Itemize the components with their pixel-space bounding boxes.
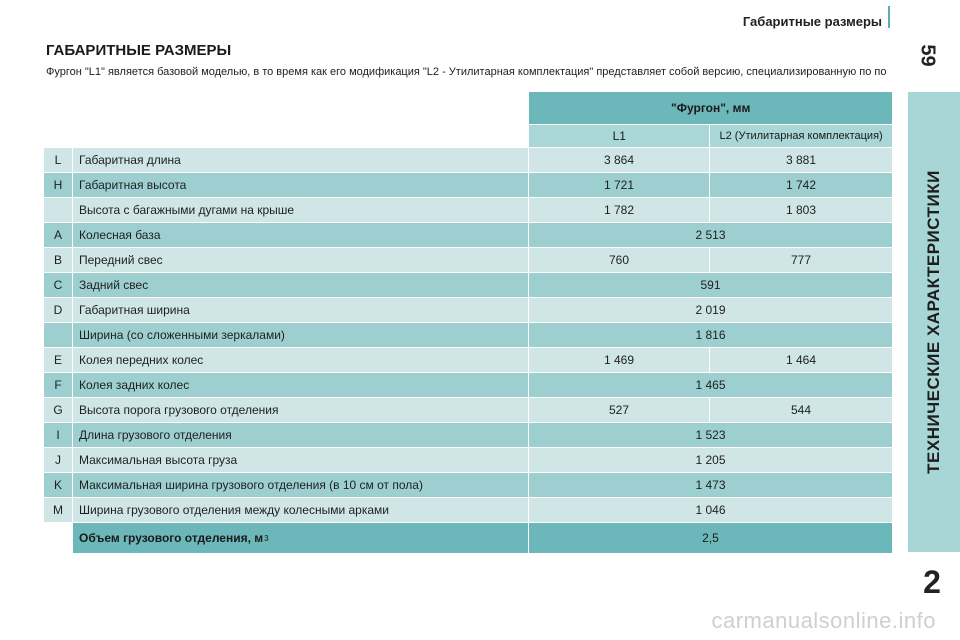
column-header-l1: L1 xyxy=(529,125,710,147)
total-blank xyxy=(44,523,72,553)
row-value-l2: 3 881 xyxy=(710,148,892,172)
row-letter: B xyxy=(44,248,72,272)
table-row: M Ширина грузового отделения между колесн… xyxy=(44,498,892,522)
side-tab-label-wrap: ТЕХНИЧЕСКИЕ ХАРАКТЕРИСТИКИ xyxy=(908,92,960,552)
row-description: Максимальная высота груза xyxy=(73,448,528,472)
table-row: B Передний свес 760 777 xyxy=(44,248,892,272)
row-letter: F xyxy=(44,373,72,397)
table-header: "Фургон", мм xyxy=(529,92,892,124)
row-description: Задний свес xyxy=(73,273,528,297)
row-value-l1: 1 782 xyxy=(529,198,709,222)
running-head-rule xyxy=(888,6,890,28)
row-value-l1: 3 864 xyxy=(529,148,709,172)
row-description: Колея передних колес xyxy=(73,348,528,372)
table-row: A Колесная база 2 513 xyxy=(44,223,892,247)
table-row: F Колея задних колес 1 465 xyxy=(44,373,892,397)
row-letter: A xyxy=(44,223,72,247)
row-description: Габаритная ширина xyxy=(73,298,528,322)
row-description: Максимальная ширина грузового отделения … xyxy=(73,473,528,497)
row-description: Ширина (со сложенными зеркалами) xyxy=(73,323,528,347)
row-value-both: 1 205 xyxy=(529,448,892,472)
row-letter: M xyxy=(44,498,72,522)
watermark: carmanualsonline.info xyxy=(711,608,936,633)
table-row: K Максимальная ширина грузового отделения… xyxy=(44,473,892,497)
row-description: Габаритная длина xyxy=(73,148,528,172)
running-head: Габаритные размеры xyxy=(742,14,882,29)
row-value-l2: 1 803 xyxy=(710,198,892,222)
row-value-both: 1 046 xyxy=(529,498,892,522)
table-row: Высота с багажными дугами на крыше 1 782 1… xyxy=(44,198,892,222)
row-description: Высота с багажными дугами на крыше xyxy=(73,198,528,222)
row-letter xyxy=(44,323,72,347)
row-description: Высота порога грузового отделения xyxy=(73,398,528,422)
row-value-both: 2 513 xyxy=(529,223,892,247)
table-row: H Габаритная высота 1 721 1 742 xyxy=(44,173,892,197)
row-description: Длина грузового отделения xyxy=(73,423,528,447)
row-value-l2: 777 xyxy=(710,248,892,272)
row-letter: G xyxy=(44,398,72,422)
row-letter: K xyxy=(44,473,72,497)
page-title: ГАБАРИТНЫЕ РАЗМЕРЫ xyxy=(46,42,232,59)
row-letter: I xyxy=(44,423,72,447)
table-row: L Габаритная длина 3 864 3 881 xyxy=(44,148,892,172)
page-subtitle: Фургон "L1" является базовой моделью, в … xyxy=(46,66,886,78)
table-subheader-row: L1 L2 (Утилитарная комплектация) xyxy=(44,125,892,147)
total-label-text: Объем грузового отделения, м xyxy=(79,531,264,545)
column-header-l2: L2 (Утилитарная комплектация) xyxy=(710,125,892,147)
row-description: Габаритная высота xyxy=(73,173,528,197)
row-description: Колесная база xyxy=(73,223,528,247)
dimensions-table: "Фургон", мм L1 L2 (Утилитарная комплект… xyxy=(44,92,892,553)
row-letter: J xyxy=(44,448,72,472)
table-row: C Задний свес 591 xyxy=(44,273,892,297)
table-row: I Длина грузового отделения 1 523 xyxy=(44,423,892,447)
table-row: D Габаритная ширина 2 019 xyxy=(44,298,892,322)
table-row: E Колея передних колес 1 469 1 464 xyxy=(44,348,892,372)
chapter-number: 2 xyxy=(923,564,941,600)
total-value: 2,5 xyxy=(529,523,892,553)
header-blank xyxy=(44,92,528,124)
row-description: Колея задних колес xyxy=(73,373,528,397)
table-header-row: "Фургон", мм xyxy=(44,92,892,124)
row-value-l1: 760 xyxy=(529,248,709,272)
row-value-l2: 1 464 xyxy=(710,348,892,372)
side-tab xyxy=(908,92,960,552)
row-letter: D xyxy=(44,298,72,322)
row-description: Ширина грузового отделения между колесны… xyxy=(73,498,528,522)
row-value-l1: 1 721 xyxy=(529,173,709,197)
row-value-l2: 544 xyxy=(710,398,892,422)
row-value-l1: 527 xyxy=(529,398,709,422)
table-row: J Максимальная высота груза 1 205 xyxy=(44,448,892,472)
subheader-blank xyxy=(44,125,528,147)
row-letter: H xyxy=(44,173,72,197)
row-value-both: 1 816 xyxy=(529,323,892,347)
row-value-both: 2 019 xyxy=(529,298,892,322)
row-value-l1: 1 469 xyxy=(529,348,709,372)
table-row: G Высота порога грузового отделения 527 544 xyxy=(44,398,892,422)
row-value-both: 1 465 xyxy=(529,373,892,397)
total-label-sup: 3 xyxy=(264,533,269,543)
side-tab-label: ТЕХНИЧЕСКИЕ ХАРАКТЕРИСТИКИ xyxy=(924,170,943,474)
table-row: Ширина (со сложенными зеркалами) 1 816 xyxy=(44,323,892,347)
row-value-both: 1 473 xyxy=(529,473,892,497)
row-description: Передний свес xyxy=(73,248,528,272)
row-letter: C xyxy=(44,273,72,297)
row-letter: E xyxy=(44,348,72,372)
row-value-l2: 1 742 xyxy=(710,173,892,197)
row-value-both: 591 xyxy=(529,273,892,297)
row-value-both: 1 523 xyxy=(529,423,892,447)
row-letter: L xyxy=(44,148,72,172)
row-letter xyxy=(44,198,72,222)
page-number: 59 xyxy=(916,44,939,67)
table-body: L Габаритная длина 3 864 3 881 H Габаритная в… xyxy=(44,148,892,522)
